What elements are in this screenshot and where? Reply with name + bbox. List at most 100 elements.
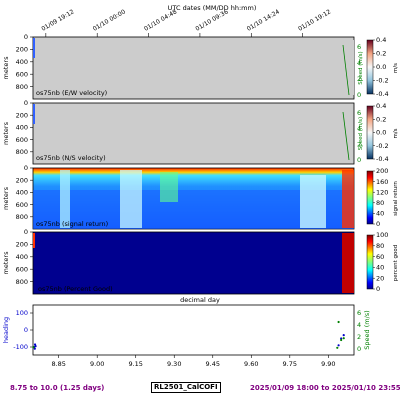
pg-edge-left xyxy=(33,233,35,248)
colorbar-tick-label: 60 xyxy=(376,253,384,261)
depth-tick-label: 400 xyxy=(16,124,28,132)
colorbar-tick-label: 0.2 xyxy=(376,50,386,58)
heading-axis-label: heading xyxy=(2,317,10,343)
speed-point xyxy=(340,338,343,342)
speed-tick-label: 0 xyxy=(357,91,361,99)
depth-tick-label: 800 xyxy=(16,148,28,156)
heading-plot-area xyxy=(32,304,355,356)
amp-panel-title: os75nb (signal return) xyxy=(36,220,108,228)
x-tick-label: 9.90 xyxy=(321,360,335,368)
x-tick-label: 9.15 xyxy=(128,360,142,368)
depth-tick-label: 800 xyxy=(16,278,28,286)
pg-panel-title: os75nb (Percent Good) xyxy=(38,285,113,293)
ns-speed-line xyxy=(342,111,350,161)
ew-data-strip-left xyxy=(33,38,35,58)
heading-point xyxy=(337,344,340,347)
speed-axis-label: Speed (m/s) xyxy=(358,117,364,150)
depth-axes: 0 200 400 600 800 meters 0 200 400 600 800 meters 0 2… xyxy=(2,33,33,286)
heading-point xyxy=(34,345,37,348)
footer-cruise: RL2501_CalCOFI xyxy=(151,382,221,393)
colorbar-amp xyxy=(366,170,374,225)
depth-tick-label: 600 xyxy=(16,70,28,78)
speed-point xyxy=(342,337,345,340)
colorbar-tick-label: 120 xyxy=(376,188,388,196)
colorbar-tick-label: 20 xyxy=(376,274,384,282)
speed-tick-label: 2 xyxy=(357,140,361,148)
depth-axis-label: meters xyxy=(2,251,10,275)
top-tick-label: 01/10 00:00 xyxy=(92,8,127,32)
x-tick-label: 9.30 xyxy=(167,360,181,368)
colorbar-tick-label: -0.4 xyxy=(376,155,389,163)
colorbar-tick-label: -0.2 xyxy=(376,142,389,150)
top-axis-ticks: 01/09 19:12 01/10 00:00 01/10 04:48 01/10 0… xyxy=(40,8,332,37)
colorbar-tick-label: 0.0 xyxy=(376,129,386,137)
depth-tick-label: 200 xyxy=(16,46,28,54)
colorbar-ns xyxy=(366,105,374,160)
colorbar-pg xyxy=(366,234,374,290)
top-tick-label: 01/10 04:48 xyxy=(143,8,178,32)
speed-tick-label: 6 xyxy=(357,109,361,117)
top-tick-label: 01/10 19:12 xyxy=(297,8,332,32)
colorbar-tick-label: 0 xyxy=(376,220,380,228)
colorbar-tick-label: -0.4 xyxy=(376,90,389,98)
depth-tick-label: 0 xyxy=(24,33,28,41)
depth-tick-label: 600 xyxy=(16,265,28,273)
ns-panel-title: os75nb (N/S velocity) xyxy=(36,154,106,162)
colorbar-tick-label: 80 xyxy=(376,199,384,207)
heading-speed-tick-label: 6 xyxy=(357,309,361,317)
colorbar-tick-label: 40 xyxy=(376,264,384,272)
heading-point xyxy=(33,343,37,346)
colorbar-label: m/s xyxy=(393,63,399,73)
heading-speed-axis-label: Speed (m/s) xyxy=(363,310,371,349)
depth-axis-label: meters xyxy=(2,121,10,145)
depth-tick-label: 200 xyxy=(16,111,28,119)
footer-dates: 2025/01/09 18:00 to 2025/01/10 23:55 xyxy=(250,384,400,392)
colorbar-tick-label: 0.2 xyxy=(376,115,386,123)
heading-point xyxy=(342,334,345,337)
colorbar-tick-label: 100 xyxy=(376,231,388,239)
colorbar-ew xyxy=(366,39,374,95)
colorbar-label: percent good xyxy=(393,245,399,282)
colorbar-label: m/s xyxy=(393,128,399,138)
colorbar-tick-label: 0.4 xyxy=(376,36,386,44)
amp-edge-right xyxy=(342,170,354,228)
series-speed xyxy=(32,320,345,349)
panel-ew-velocity: os75nb (E/W velocity) xyxy=(32,36,355,100)
depth-tick-label: 800 xyxy=(16,83,28,91)
colorbar-tick-label: 0 xyxy=(376,285,380,293)
colorbar-tick-label: 160 xyxy=(376,178,388,186)
speed-tick-label: 4 xyxy=(357,59,361,67)
x-tick-label: 9.60 xyxy=(244,360,258,368)
heading-tick-label: -100 xyxy=(13,343,28,351)
ew-speed-line xyxy=(342,44,350,96)
pg-plot-area xyxy=(32,231,355,295)
speed-tick-label: 2 xyxy=(357,75,361,83)
top-tick-label: 01/09 19:12 xyxy=(40,8,75,32)
depth-tick-label: 400 xyxy=(16,189,28,197)
speed-tick-label: 6 xyxy=(357,43,361,51)
depth-axis-label: meters xyxy=(2,56,10,80)
x-tick-label: 8.85 xyxy=(51,360,65,368)
depth-tick-label: 0 xyxy=(24,228,28,236)
depth-tick-label: 800 xyxy=(16,213,28,221)
amp-bright-column-3 xyxy=(160,172,178,202)
colorbar-tick-label: -0.2 xyxy=(376,77,389,85)
ew-plot-area xyxy=(32,36,355,100)
heading-tick-label: 100 xyxy=(16,309,28,317)
colorbar-tick-label: 40 xyxy=(376,210,384,218)
colorbar-tick-label: 200 xyxy=(376,167,388,175)
speed-point xyxy=(336,346,339,349)
colorbar-label: signal return xyxy=(393,181,399,216)
heading-speed-tick-label: 2 xyxy=(357,333,361,341)
heading-speed-tick-label: 4 xyxy=(357,321,361,329)
pg-edge-right xyxy=(342,233,354,293)
heading-tick-label: 0 xyxy=(24,326,28,334)
footer-range: 8.75 to 10.0 (1.25 days) xyxy=(10,384,105,392)
depth-axis-label: meters xyxy=(2,186,10,210)
ew-panel-title: os75nb (E/W velocity) xyxy=(36,89,107,97)
x-tick-label: 9.00 xyxy=(90,360,104,368)
depth-tick-label: 0 xyxy=(24,99,28,107)
speed-point xyxy=(337,320,340,324)
